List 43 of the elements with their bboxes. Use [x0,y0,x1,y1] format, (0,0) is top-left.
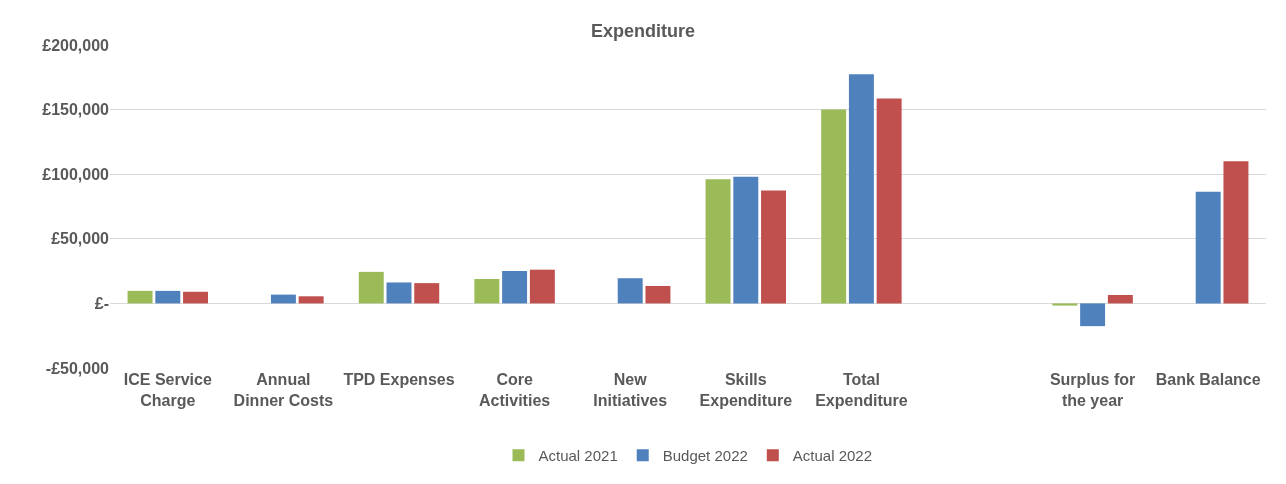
x-tick-label: ICE Service Charge [123,371,212,409]
bar [298,296,324,304]
bar [474,278,500,304]
legend-label: Actual 2022 [792,447,873,465]
bar [386,282,412,304]
bar [1195,191,1221,304]
bar [1223,161,1249,304]
x-tick-label: Skills Expenditure [699,371,793,409]
bar [502,270,528,304]
y-tick-label: £200,000 [42,36,110,54]
bar [127,290,153,304]
bar [358,271,384,304]
x-tick-label: Core Activities [479,371,551,409]
y-tick-label: £150,000 [42,101,110,119]
legend-label: Actual 2021 [538,447,618,465]
bar [848,74,874,304]
bar [1080,303,1106,327]
bar [183,291,209,304]
bar [414,283,440,304]
bar [733,176,759,304]
bar [645,285,671,304]
x-tick-label: Surplus for the year [1049,371,1136,409]
chart-title: Expenditure [590,20,696,41]
bar [1107,295,1133,304]
y-tick-label: £- [94,295,109,312]
bar [529,269,555,304]
bar [270,294,296,304]
x-tick-label: New Initiatives [593,371,668,409]
x-tick-label: Total Expenditure [815,371,908,409]
x-tick-label: Annual Dinner Costs [233,371,334,409]
bar [617,278,643,304]
bar [155,290,181,304]
y-tick-label: -£50,000 [45,359,110,377]
x-tick-label: TPD Expenses [343,371,455,388]
bar [761,190,787,304]
bar [1052,303,1078,306]
x-tick-label: Bank Balance [1155,371,1261,388]
bar [705,179,731,304]
y-tick-label: £50,000 [51,230,110,248]
y-tick-label: £100,000 [42,165,110,183]
bar [821,109,847,304]
bar [876,98,902,304]
legend-label: Budget 2022 [662,447,748,465]
